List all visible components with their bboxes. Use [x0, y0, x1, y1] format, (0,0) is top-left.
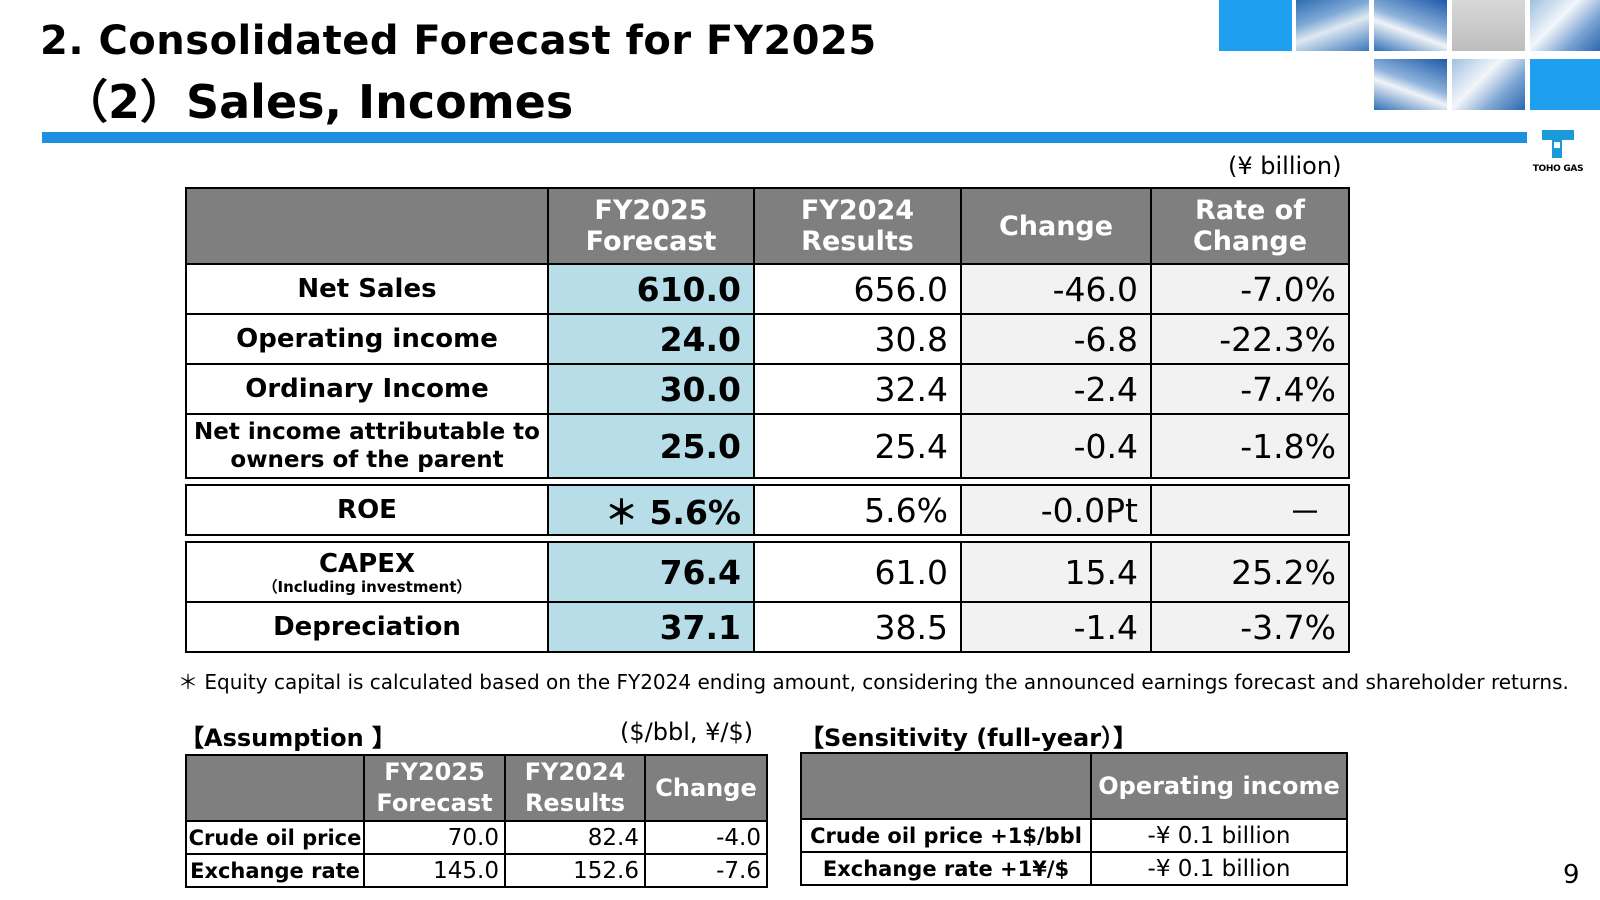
- row-label: Operating income: [185, 313, 549, 365]
- title-rule: [42, 132, 1527, 143]
- col-header-text: Change: [998, 210, 1114, 242]
- col-header-text: Rate of Change: [1192, 195, 1308, 257]
- forecast-table: FY2025 Forecast FY2024 Results Change Ra…: [185, 187, 1350, 653]
- col-header-forecast: FY2025 Forecast: [363, 754, 506, 822]
- col-header-results: FY2024 Results: [753, 187, 962, 265]
- capex-sublabel: （Including investment）: [262, 577, 472, 596]
- sensitivity-table: Operating income Crude oil price +1$/bbl…: [800, 752, 1348, 886]
- row-label: Net income attributable to owners of the…: [185, 413, 549, 479]
- corner-cell: [185, 754, 365, 822]
- sensitivity-value: -¥ 0.1 billion: [1090, 818, 1348, 853]
- logo-text: TOHO GAS: [1532, 164, 1584, 174]
- page-subtitle: （2）Sales, Incomes: [62, 75, 574, 129]
- change-value: -2.4: [960, 363, 1152, 415]
- table-row: Net Sales 610.0 656.0 -46.0 -7.0%: [185, 263, 1350, 315]
- change-value: -4.0: [644, 820, 768, 855]
- rate-value: -7.0%: [1150, 263, 1350, 315]
- forecast-value: ＊ 5.6%: [547, 484, 755, 536]
- results-value: 38.5: [753, 601, 962, 653]
- table-row: Exchange rate +1¥/$ -¥ 0.1 billion: [800, 851, 1348, 886]
- table-row: Net income attributable to owners of the…: [185, 413, 1350, 479]
- forecast-value: 610.0: [547, 263, 755, 315]
- assumption-unit: ($/bbl, ¥/$): [620, 718, 754, 746]
- rate-value: 25.2%: [1150, 541, 1350, 603]
- row-label: Ordinary Income: [185, 363, 549, 415]
- sensitivity-header-row: Operating income: [800, 752, 1348, 820]
- change-value: -0.0Pt: [960, 484, 1152, 536]
- assumption-header-row: FY2025 Forecast FY2024 Results Change: [185, 754, 768, 822]
- rate-value: -1.8%: [1150, 413, 1350, 479]
- company-logo: TOHO GAS: [1530, 128, 1586, 174]
- results-value: 5.6%: [753, 484, 962, 536]
- col-header-text: FY2025 Forecast: [376, 758, 493, 817]
- page-title: 2. Consolidated Forecast for FY2025: [40, 18, 877, 64]
- row-spacer: [186, 534, 1349, 543]
- change-value: -1.4: [960, 601, 1152, 653]
- change-value: -7.6: [644, 853, 768, 888]
- table-row: Depreciation 37.1 38.5 -1.4 -3.7%: [185, 601, 1350, 653]
- rate-value: -22.3%: [1150, 313, 1350, 365]
- col-header-text: FY2024 Results: [524, 758, 626, 817]
- results-value: 61.0: [753, 541, 962, 603]
- sensitivity-title: 【Sensitivity (full-year）】: [800, 724, 1138, 752]
- results-value: 32.4: [753, 363, 962, 415]
- corner-cell: [800, 752, 1092, 820]
- forecast-value: 30.0: [547, 363, 755, 415]
- row-label: Crude oil price +1$/bbl: [800, 818, 1092, 853]
- results-value: 30.8: [753, 313, 962, 365]
- results-value: 25.4: [753, 413, 962, 479]
- results-value: 656.0: [753, 263, 962, 315]
- corner-cell: [185, 187, 549, 265]
- col-header-forecast: FY2025 Forecast: [547, 187, 755, 265]
- row-label: Exchange rate: [185, 853, 365, 888]
- col-header-results: FY2024 Results: [504, 754, 646, 822]
- col-header-text: FY2025 Forecast: [585, 195, 717, 257]
- row-label: CAPEX （Including investment）: [185, 541, 549, 603]
- rate-value: -7.4%: [1150, 363, 1350, 415]
- forecast-value: 37.1: [547, 601, 755, 653]
- forecast-value: 145.0: [363, 853, 506, 888]
- table-row: Operating income 24.0 30.8 -6.8 -22.3%: [185, 313, 1350, 365]
- table-row: Crude oil price +1$/bbl -¥ 0.1 billion: [800, 818, 1348, 853]
- forecast-value: 24.0: [547, 313, 755, 365]
- page-number: 9: [1563, 860, 1580, 890]
- col-header-text: FY2024 Results: [800, 195, 915, 257]
- row-label: Depreciation: [185, 601, 549, 653]
- unit-label: (¥ billion): [1228, 152, 1342, 180]
- toho-gas-logo-icon: [1542, 130, 1574, 158]
- results-value: 152.6: [504, 853, 646, 888]
- change-value: 15.4: [960, 541, 1152, 603]
- change-value: -6.8: [960, 313, 1152, 365]
- row-label: Exchange rate +1¥/$: [800, 851, 1092, 886]
- table-row: Exchange rate 145.0 152.6 -7.6: [185, 853, 768, 888]
- row-label: Net Sales: [185, 263, 549, 315]
- table-row: Ordinary Income 30.0 32.4 -2.4 -7.4%: [185, 363, 1350, 415]
- col-header-change: Change: [644, 754, 768, 822]
- row-label: Crude oil price: [185, 820, 365, 855]
- table-header-row: FY2025 Forecast FY2024 Results Change Ra…: [185, 187, 1350, 265]
- change-value: -46.0: [960, 263, 1152, 315]
- col-header-rate: Rate of Change: [1150, 187, 1350, 265]
- forecast-value: 70.0: [363, 820, 506, 855]
- results-value: 82.4: [504, 820, 646, 855]
- col-header-operating-income: Operating income: [1090, 752, 1348, 820]
- capex-label: CAPEX: [318, 548, 416, 579]
- change-value: -0.4: [960, 413, 1152, 479]
- col-header-change: Change: [960, 187, 1152, 265]
- forecast-value: 25.0: [547, 413, 755, 479]
- table-row: ROE ＊ 5.6% 5.6% -0.0Pt －: [185, 484, 1350, 536]
- table-row: Crude oil price 70.0 82.4 -4.0: [185, 820, 768, 855]
- table-row: CAPEX （Including investment） 76.4 61.0 1…: [185, 541, 1350, 603]
- row-spacer: [186, 477, 1349, 486]
- rate-value: －: [1150, 484, 1350, 536]
- assumption-table: FY2025 Forecast FY2024 Results Change Cr…: [185, 754, 768, 888]
- row-label: ROE: [185, 484, 549, 536]
- sensitivity-value: -¥ 0.1 billion: [1090, 851, 1348, 886]
- roe-footnote: ＊ Equity capital is calculated based on …: [178, 670, 1569, 694]
- rate-value: -3.7%: [1150, 601, 1350, 653]
- forecast-value: 76.4: [547, 541, 755, 603]
- assumption-title: 【Assumption 】: [180, 724, 397, 752]
